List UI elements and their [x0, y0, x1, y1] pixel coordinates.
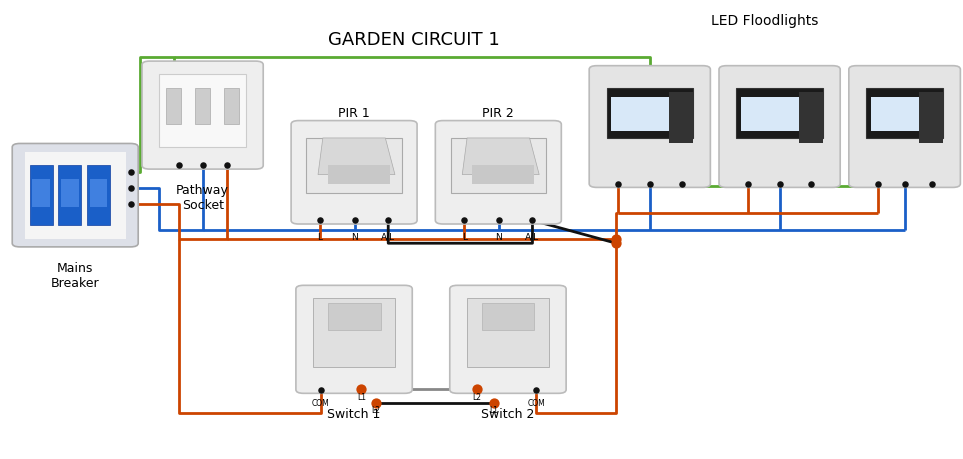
FancyBboxPatch shape — [589, 66, 711, 187]
Point — [525, 217, 540, 224]
Bar — [91, 179, 108, 207]
Text: L1: L1 — [489, 407, 499, 415]
Point — [219, 162, 234, 169]
Text: L: L — [461, 233, 467, 241]
Point — [312, 217, 327, 224]
Bar — [866, 88, 943, 138]
Bar — [223, 88, 239, 124]
FancyBboxPatch shape — [719, 66, 840, 187]
Bar — [467, 298, 549, 367]
Bar — [327, 303, 380, 330]
Bar — [313, 298, 395, 367]
Text: COM: COM — [528, 399, 545, 408]
FancyBboxPatch shape — [13, 144, 139, 247]
Bar — [159, 74, 246, 147]
Text: L: L — [318, 233, 323, 241]
Bar — [33, 179, 50, 207]
Bar — [607, 88, 693, 138]
Text: Switch 2: Switch 2 — [482, 408, 534, 421]
Bar — [482, 303, 534, 330]
Point — [123, 168, 139, 176]
Text: COM: COM — [312, 399, 329, 408]
Point — [170, 162, 186, 169]
Point — [529, 386, 544, 393]
Point — [469, 386, 484, 393]
Text: A/L: A/L — [526, 233, 539, 241]
Point — [741, 180, 756, 187]
Text: L2: L2 — [371, 407, 380, 415]
Point — [609, 235, 624, 242]
Point — [804, 180, 820, 187]
Point — [353, 385, 369, 392]
Text: GARDEN CIRCUIT 1: GARDEN CIRCUIT 1 — [328, 31, 500, 49]
Point — [609, 240, 624, 247]
Point — [469, 385, 484, 392]
Point — [195, 162, 210, 169]
Text: A/L: A/L — [381, 233, 395, 241]
Point — [491, 217, 507, 224]
Point — [897, 180, 912, 187]
Point — [380, 217, 396, 224]
Bar — [88, 165, 111, 225]
Text: Switch 1: Switch 1 — [327, 408, 380, 421]
Polygon shape — [462, 138, 539, 174]
FancyBboxPatch shape — [848, 66, 960, 187]
FancyBboxPatch shape — [291, 121, 417, 224]
Text: Mains
Breaker: Mains Breaker — [51, 262, 99, 290]
Point — [674, 180, 690, 187]
Bar — [451, 138, 546, 193]
Bar — [166, 88, 181, 124]
Bar — [919, 92, 943, 143]
Text: N: N — [495, 233, 502, 241]
Bar — [62, 179, 79, 207]
Point — [772, 180, 788, 187]
Point — [353, 386, 369, 393]
Point — [123, 185, 139, 192]
Point — [486, 400, 502, 407]
Text: PIR 1: PIR 1 — [338, 106, 370, 120]
Text: L2: L2 — [472, 393, 482, 402]
Bar — [25, 152, 126, 239]
Bar — [327, 165, 390, 184]
Text: PIR 2: PIR 2 — [482, 106, 514, 120]
Point — [870, 180, 885, 187]
Bar — [306, 138, 402, 193]
Point — [611, 180, 626, 187]
Point — [347, 217, 362, 224]
Text: N: N — [351, 233, 358, 241]
FancyBboxPatch shape — [435, 121, 561, 224]
Point — [456, 217, 472, 224]
Bar — [669, 92, 693, 143]
Point — [368, 400, 383, 407]
Bar — [195, 88, 210, 124]
Point — [123, 201, 139, 208]
FancyBboxPatch shape — [296, 285, 412, 393]
Point — [924, 180, 939, 187]
Text: LED Floodlights: LED Floodlights — [712, 14, 819, 28]
FancyBboxPatch shape — [450, 285, 566, 393]
Bar — [871, 97, 928, 131]
Point — [486, 400, 502, 407]
Bar — [59, 165, 82, 225]
Text: L1: L1 — [357, 393, 366, 402]
Text: Pathway
Socket: Pathway Socket — [176, 184, 229, 212]
Bar — [30, 165, 53, 225]
Bar — [612, 97, 679, 131]
Point — [368, 400, 383, 407]
Bar — [472, 165, 534, 184]
Bar — [737, 88, 822, 138]
FancyBboxPatch shape — [143, 61, 263, 169]
Bar — [799, 92, 822, 143]
Point — [313, 386, 328, 393]
Point — [642, 180, 658, 187]
Bar — [742, 97, 809, 131]
Polygon shape — [318, 138, 395, 174]
